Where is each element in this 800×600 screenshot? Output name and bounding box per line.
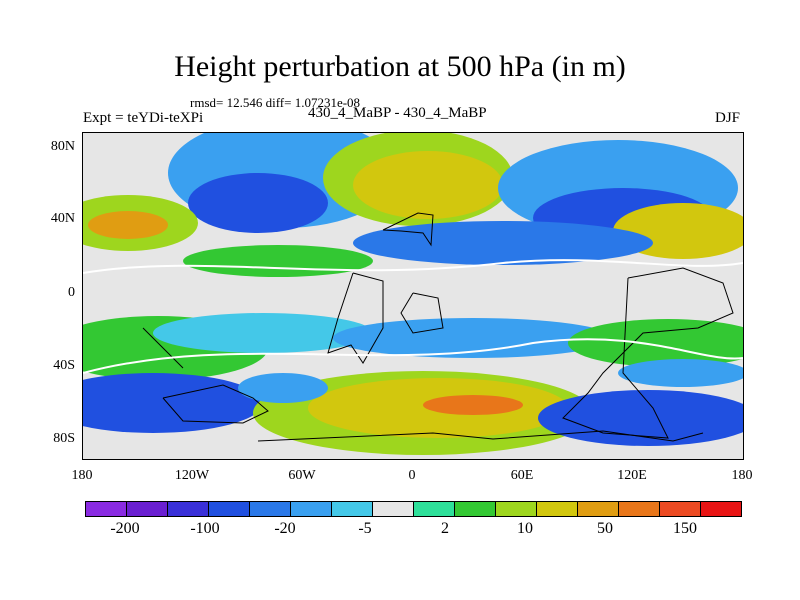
y-tick-label: 80S — [53, 431, 75, 446]
season-label: DJF — [714, 110, 740, 126]
colorbar-label: 150 — [673, 520, 697, 537]
colorbar-swatch — [373, 502, 414, 516]
anomaly-blob — [353, 151, 503, 219]
colorbar-label: -5 — [358, 520, 372, 537]
colorbar-swatch — [250, 502, 291, 516]
colorbar-swatch — [86, 502, 127, 516]
colorbar-swatch — [168, 502, 209, 516]
x-tick-label: 60W — [288, 468, 316, 483]
anomaly-blob — [83, 373, 263, 433]
colorbar-label: 10 — [517, 520, 533, 537]
colorbar-label: -20 — [274, 520, 296, 537]
x-tick-label: 120W — [174, 468, 210, 483]
colorbar — [85, 501, 742, 517]
colorbar-swatch — [619, 502, 660, 516]
anomaly-blob — [88, 211, 168, 239]
x-tick-label: 60E — [510, 468, 534, 483]
anomaly-blob — [238, 373, 328, 403]
y-tick-label: 40S — [53, 358, 75, 373]
plot-title: Height perturbation at 500 hPa (in m) — [174, 50, 626, 83]
colorbar-swatch — [332, 502, 373, 516]
y-tick-label: 40N — [50, 211, 75, 226]
experiment-label: Expt = teYDi-teXPi — [83, 110, 204, 126]
x-tick-label: 120E — [617, 468, 647, 483]
colorbar-swatch — [537, 502, 578, 516]
x-tick-label: 0 — [408, 468, 416, 483]
x-tick-label: 180 — [71, 468, 93, 483]
colorbar-swatch — [455, 502, 496, 516]
y-tick-label: 0 — [68, 285, 75, 300]
stats-text: rmsd= 12.546 diff= 1.07231e-08 — [190, 95, 361, 110]
run-label: 430_4_MaBP - 430_4_MaBP — [308, 105, 487, 121]
colorbar-label: -200 — [110, 520, 140, 537]
anomaly-blob — [183, 245, 373, 277]
anomaly-blob — [188, 173, 328, 233]
colorbar-label: 50 — [597, 520, 613, 537]
y-tick-label: 80N — [50, 139, 75, 154]
colorbar-swatch — [209, 502, 250, 516]
anomaly-blob — [568, 319, 743, 367]
anomaly-blob — [333, 318, 613, 358]
anomaly-blob — [423, 395, 523, 415]
zero-contours — [83, 259, 743, 374]
colorbar-swatch — [660, 502, 701, 516]
anomaly-blob — [153, 313, 373, 353]
colorbar-swatch — [414, 502, 455, 516]
x-tick-label: 180 — [731, 468, 753, 483]
map-field — [83, 133, 743, 455]
anomaly-blob — [618, 359, 743, 387]
colorbar-label: 2 — [441, 520, 449, 537]
colorbar-swatch — [127, 502, 168, 516]
colorbar-label: -100 — [190, 520, 220, 537]
map-plot — [82, 132, 744, 460]
colorbar-swatch — [578, 502, 619, 516]
colorbar-swatch — [291, 502, 332, 516]
colorbar-swatch — [496, 502, 537, 516]
colorbar-swatch — [701, 502, 741, 516]
anomaly-blob — [353, 221, 653, 265]
